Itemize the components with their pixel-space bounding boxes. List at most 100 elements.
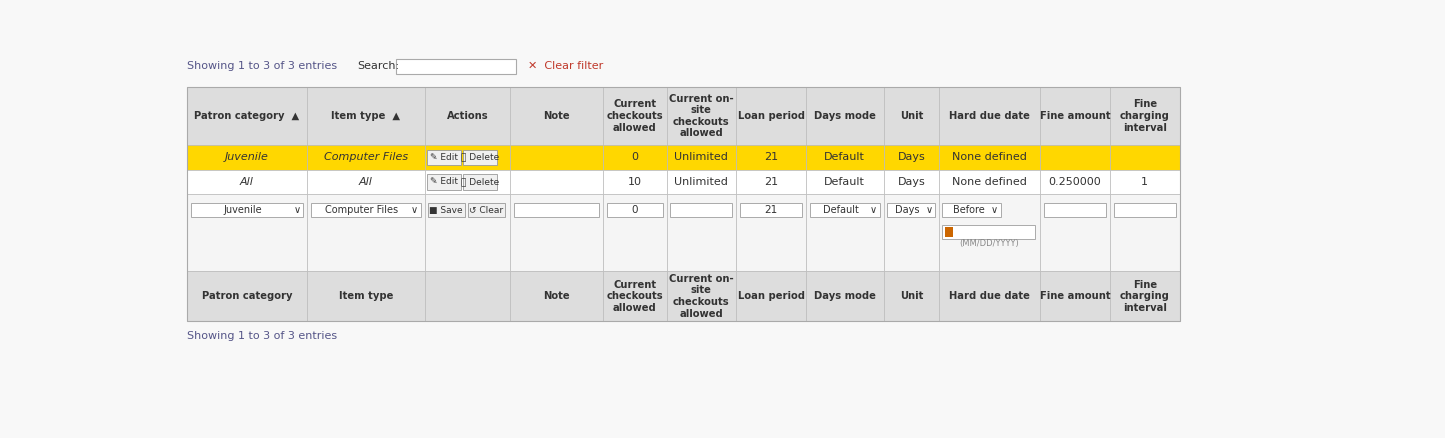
Bar [186,145,306,170]
Text: Days: Days [896,205,920,215]
Text: 21: 21 [764,205,777,215]
Bar [462,174,497,190]
Bar [603,145,666,170]
Text: 21: 21 [764,152,779,162]
Text: (MM/DD/YYYY): (MM/DD/YYYY) [959,239,1019,248]
Bar [468,204,504,217]
Bar [666,170,737,194]
Bar [425,145,510,170]
Bar [887,204,935,217]
Text: Juvenile: Juvenile [225,152,269,162]
Bar [811,204,880,217]
Text: ∨: ∨ [870,205,877,215]
Bar [806,271,883,321]
Text: All: All [240,177,254,187]
Bar [883,271,939,321]
Bar [1040,87,1110,145]
Bar [883,87,939,145]
Bar [939,145,1040,170]
Bar [510,87,603,145]
Bar [806,87,883,145]
Bar [883,145,939,170]
Bar [510,145,603,170]
Bar [737,170,806,194]
Text: Current
checkouts
allowed: Current checkouts allowed [607,99,663,133]
Bar [603,194,666,271]
Bar [666,87,737,145]
Bar [510,194,603,271]
Text: 0.250000: 0.250000 [1049,177,1101,187]
Text: Current on-
site
checkouts
allowed: Current on- site checkouts allowed [669,94,734,138]
Bar [510,271,603,321]
Bar [666,271,737,321]
Text: ∨: ∨ [991,205,998,215]
Text: Item type  ▲: Item type ▲ [331,111,400,121]
Text: Default: Default [824,152,866,162]
Bar [428,204,465,217]
Bar [939,87,1040,145]
Text: 🗑 Delete: 🗑 Delete [461,153,499,162]
Text: None defined: None defined [952,177,1027,187]
Bar [1040,271,1110,321]
Bar [1110,271,1179,321]
Text: Computer Files: Computer Files [324,152,407,162]
Bar [883,170,939,194]
Bar [186,170,306,194]
Text: Before: Before [952,205,984,215]
Bar [425,87,510,145]
Text: Loan period: Loan period [738,291,805,301]
Bar [306,194,425,271]
Bar [806,145,883,170]
Bar [306,271,425,321]
Bar [186,194,306,271]
Text: Current on-
site
checkouts
allowed: Current on- site checkouts allowed [669,274,734,319]
Text: ✎ Edit: ✎ Edit [431,153,458,162]
Text: 21: 21 [764,177,779,187]
Text: Note: Note [543,111,569,121]
Text: ■ Save: ■ Save [429,206,462,215]
Text: Patron category: Patron category [202,291,292,301]
Text: Days mode: Days mode [814,111,876,121]
Text: All: All [358,177,373,187]
Bar [939,170,1040,194]
Bar [186,87,306,145]
Bar [311,204,420,217]
Text: ✎ Edit: ✎ Edit [431,177,458,187]
Bar [428,150,461,165]
Bar [425,170,510,194]
Bar [1110,145,1179,170]
Bar [1040,170,1110,194]
Bar [1040,194,1110,271]
Bar [603,87,666,145]
Text: Unit: Unit [900,111,923,121]
Bar [737,271,806,321]
Text: Unlimited: Unlimited [675,177,728,187]
Text: 0: 0 [631,152,639,162]
Text: Default: Default [824,205,858,215]
Bar [514,204,600,217]
Bar [806,194,883,271]
Bar [1110,87,1179,145]
Text: None defined: None defined [952,152,1027,162]
Text: Item type: Item type [338,291,393,301]
Bar [186,271,306,321]
Text: Unlimited: Unlimited [675,152,728,162]
Bar [186,87,1179,321]
Text: ✕  Clear filter: ✕ Clear filter [527,61,603,71]
Bar [942,225,1036,239]
Text: ∨: ∨ [293,205,301,215]
Text: Computer Files: Computer Files [325,205,399,215]
Bar [603,170,666,194]
Text: ↺ Clear: ↺ Clear [470,206,503,215]
Text: Default: Default [824,177,866,187]
Text: Showing 1 to 3 of 3 entries: Showing 1 to 3 of 3 entries [186,61,337,71]
Bar [510,170,603,194]
Bar [306,87,425,145]
Text: ∨: ∨ [412,205,418,215]
Bar [425,271,510,321]
Bar [191,204,303,217]
Bar [306,145,425,170]
Bar [1040,145,1110,170]
Text: Actions: Actions [447,111,488,121]
Text: Fine amount: Fine amount [1039,291,1110,301]
